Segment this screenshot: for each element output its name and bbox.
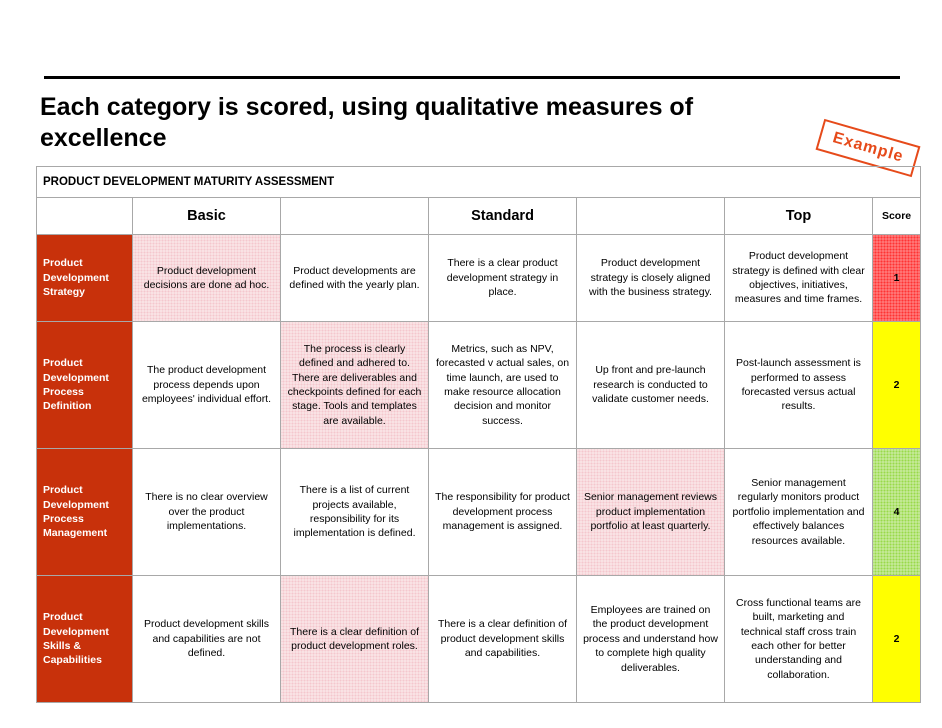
maturity-cell: Senior management reviews product implem… — [576, 448, 725, 576]
maturity-cell: The responsibility for product developme… — [428, 448, 577, 576]
maturity-cell: Product development decisions are done a… — [132, 234, 281, 322]
header-top: Top — [724, 197, 873, 235]
maturity-cell: There is a clear product development str… — [428, 234, 577, 322]
maturity-cell: Product development strategy is closely … — [576, 234, 725, 322]
row-label: Product Development Process Definition — [36, 321, 133, 449]
maturity-cell: Post-launch assessment is performed to a… — [724, 321, 873, 449]
score-cell: 1 — [871, 234, 922, 322]
score-cell: 4 — [871, 448, 922, 576]
maturity-cell: Metrics, such as NPV, forecasted v actua… — [428, 321, 577, 449]
page-title: Each category is scored, using qualitati… — [40, 93, 694, 152]
header-row: Basic Standard Top Score — [36, 197, 922, 235]
maturity-cell: Product development strategy is defined … — [724, 234, 873, 322]
row-label: Product Development Strategy — [36, 234, 133, 322]
maturity-cell: Up front and pre-launch research is cond… — [576, 321, 725, 449]
header-basic: Basic — [132, 197, 281, 235]
score-cell: 2 — [871, 575, 922, 703]
row-label: Product Development Skills & Capabilitie… — [36, 575, 133, 703]
table-row: Product Development Skills & Capabilitie… — [36, 575, 922, 703]
maturity-cell: Product development skills and capabilit… — [132, 575, 281, 703]
score-cell: 2 — [871, 321, 922, 449]
header-blank — [36, 197, 133, 235]
maturity-assessment-table-wrap: PRODUCT DEVELOPMENT MATURITY ASSESSMENT … — [35, 166, 922, 703]
table-row: Product Development Strategy Product dev… — [36, 234, 922, 322]
maturity-cell: There is a clear definition of product d… — [280, 575, 429, 703]
row-label: Product Development Process Management — [36, 448, 133, 576]
maturity-cell: Cross functional teams are built, market… — [724, 575, 873, 703]
header-standard: Standard — [428, 197, 577, 235]
header-blank-2 — [280, 197, 429, 235]
maturity-cell: The product development process depends … — [132, 321, 281, 449]
maturity-cell: Employees are trained on the product dev… — [576, 575, 725, 703]
top-divider-line — [44, 76, 900, 79]
maturity-cell: There is no clear overview over the prod… — [132, 448, 281, 576]
header-score: Score — [871, 197, 922, 235]
maturity-cell: Senior management regularly monitors pro… — [724, 448, 873, 576]
maturity-assessment-table: PRODUCT DEVELOPMENT MATURITY ASSESSMENT … — [35, 166, 922, 703]
table-row: Product Development Process Management T… — [36, 448, 922, 576]
assessment-title: PRODUCT DEVELOPMENT MATURITY ASSESSMENT — [35, 166, 922, 198]
table-row: Product Development Process Definition T… — [36, 321, 922, 449]
header-blank-4 — [576, 197, 725, 235]
maturity-cell: There is a clear definition of product d… — [428, 575, 577, 703]
maturity-cell: Product developments are defined with th… — [280, 234, 429, 322]
maturity-cell: There is a list of current projects avai… — [280, 448, 429, 576]
maturity-cell: The process is clearly defined and adher… — [280, 321, 429, 449]
